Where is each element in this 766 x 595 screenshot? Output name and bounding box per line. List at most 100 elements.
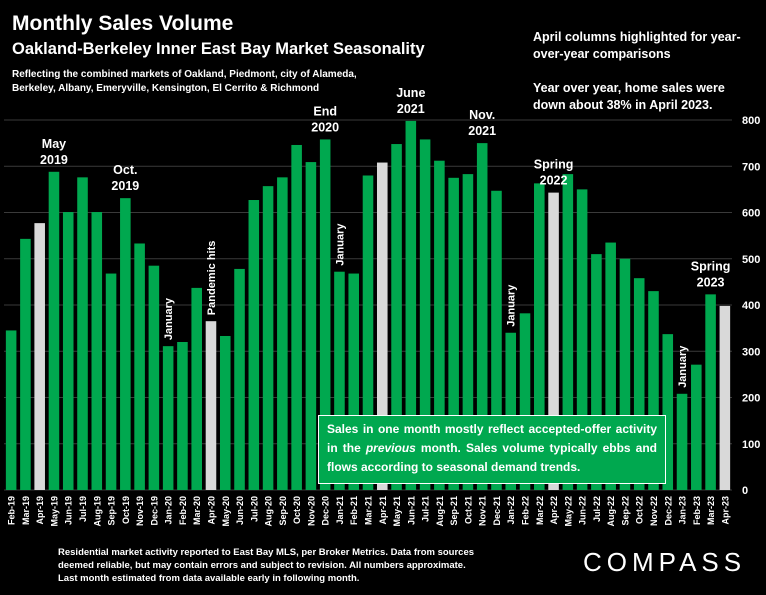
bar-feb-22 (519, 313, 531, 490)
x-tick-label: Nov-19 (135, 496, 145, 526)
compass-logo: COMPASS (583, 547, 747, 577)
bar-mar-19 (20, 238, 31, 490)
x-tick-label: Jan-23 (678, 496, 688, 525)
callout-emphasis: previous (365, 441, 416, 455)
x-tick-label: Jan-21 (335, 496, 345, 525)
x-tick-label: Sep-20 (278, 496, 288, 526)
x-tick-label: Apr-23 (720, 496, 730, 525)
bar-nov-19 (134, 243, 145, 490)
x-tick-label: Dec-20 (321, 496, 331, 526)
callout-text-start: Sales in one month mostly reflect accept… (327, 422, 657, 455)
x-tick-label: Feb-19 (7, 496, 17, 525)
yoy-note: Year over year, home sales were down abo… (533, 81, 725, 112)
annotation-label: Oct. (113, 163, 137, 177)
bar-mar-23 (705, 294, 716, 490)
x-tick-label: Nov-22 (649, 496, 659, 526)
y-tick-label: 500 (742, 254, 760, 266)
bar-may-20 (219, 335, 231, 490)
bar-sep-19 (105, 273, 117, 490)
bar-oct-21 (462, 174, 474, 491)
x-tick-label: Aug-21 (435, 496, 445, 527)
bar-jun-22 (576, 189, 588, 490)
x-tick-label: Nov-21 (478, 496, 488, 526)
annotation-label: 2022 (540, 174, 568, 188)
x-tick-label: Sep-21 (449, 496, 459, 526)
annotation-label: 2021 (468, 124, 496, 138)
bars (5, 120, 731, 491)
x-tick-label: Oct-21 (463, 496, 473, 524)
x-tick-label: Jul-20 (249, 496, 259, 522)
x-tick-label: Jun-21 (406, 496, 416, 525)
annotation-label: May (42, 137, 66, 151)
x-tick-label: Dec-19 (149, 496, 159, 526)
bar-jun-20 (234, 268, 245, 490)
x-tick-label: Nov-20 (306, 496, 316, 526)
bar-feb-20 (177, 342, 188, 490)
x-tick-label: Aug-20 (264, 496, 274, 527)
bar-sep-21 (448, 177, 459, 490)
y-tick-label: 200 (742, 393, 760, 405)
x-tick-label: Apr-22 (549, 496, 559, 525)
annotation-label: 2020 (311, 120, 339, 134)
annotation-label: January (163, 297, 175, 340)
callout-box: Sales in one month mostly reflect accept… (318, 415, 666, 484)
y-tick-label: 0 (742, 485, 748, 497)
annotation-label: January (677, 345, 689, 388)
bar-jan-22 (505, 332, 517, 490)
footer-disclaimer: Residential market activity reported to … (58, 547, 475, 584)
bar-jun-19 (62, 212, 74, 490)
x-tick-label: Oct-22 (635, 496, 645, 524)
bar-may-22 (562, 174, 574, 491)
bar-dec-22 (662, 334, 674, 490)
bar-aug-21 (434, 160, 445, 490)
bar-nov-20 (305, 162, 317, 490)
annotation-label: Pandemic hits (206, 241, 218, 316)
annotation-label: 2019 (40, 153, 68, 167)
annotation-label: Spring (691, 259, 731, 273)
x-tick-label: Oct-20 (292, 496, 302, 524)
annotation-label: June (396, 86, 425, 100)
annotation-label: 2021 (397, 102, 425, 116)
x-tick-label: Feb-23 (692, 496, 702, 525)
x-axis-ticks: Feb-19 Mar-19 Apr-19 May-19 Jun-19 Jul-19 Aug-… (7, 496, 731, 527)
chart-description: Reflecting the combined markets of Oakla… (12, 69, 357, 94)
bar-mar-22 (534, 183, 545, 491)
x-tick-label: Jun-19 (64, 496, 74, 525)
bar-dec-21 (491, 190, 502, 490)
bar-jul-22 (591, 254, 602, 490)
bar-aug-20 (262, 186, 274, 490)
bar-oct-20 (291, 144, 302, 490)
bar-jul-21 (419, 139, 431, 491)
x-tick-label: Jan-20 (164, 496, 174, 525)
annotation-label: January (506, 284, 518, 327)
x-tick-label: Apr-19 (35, 496, 45, 525)
chart-subtitle: Oakland-Berkeley Inner East Bay Market S… (12, 40, 425, 58)
x-tick-label: Dec-22 (663, 496, 673, 526)
x-tick-label: Sep-19 (107, 496, 117, 526)
x-tick-label: Sep-22 (620, 496, 630, 526)
x-tick-label: Jul-19 (78, 496, 88, 522)
annotation-label: January (334, 223, 346, 266)
bar-mar-21 (362, 175, 374, 490)
x-tick-label: Mar-19 (21, 496, 31, 525)
x-tick-label: Mar-20 (192, 496, 202, 525)
annotation-label: Spring (534, 158, 574, 172)
y-tick-label: 100 (742, 439, 760, 451)
chart-title: Monthly Sales Volume (12, 12, 234, 35)
annotation-label: 2023 (697, 275, 725, 289)
bar-jul-19 (77, 177, 88, 490)
bar-jun-21 (405, 120, 417, 491)
x-tick-label: Mar-22 (535, 496, 545, 525)
bar-apr-21 (376, 162, 388, 491)
x-tick-label: May-20 (221, 496, 231, 527)
y-tick-label: 800 (742, 115, 760, 127)
bar-apr-19 (34, 223, 45, 490)
x-tick-label: Feb-22 (521, 496, 531, 525)
x-tick-label: Jun-22 (578, 496, 588, 525)
bar-nov-21 (476, 143, 488, 490)
x-tick-label: Aug-19 (92, 496, 102, 527)
y-tick-label: 700 (742, 161, 760, 173)
y-tick-label: 300 (742, 346, 760, 358)
bar-feb-23 (691, 364, 702, 490)
